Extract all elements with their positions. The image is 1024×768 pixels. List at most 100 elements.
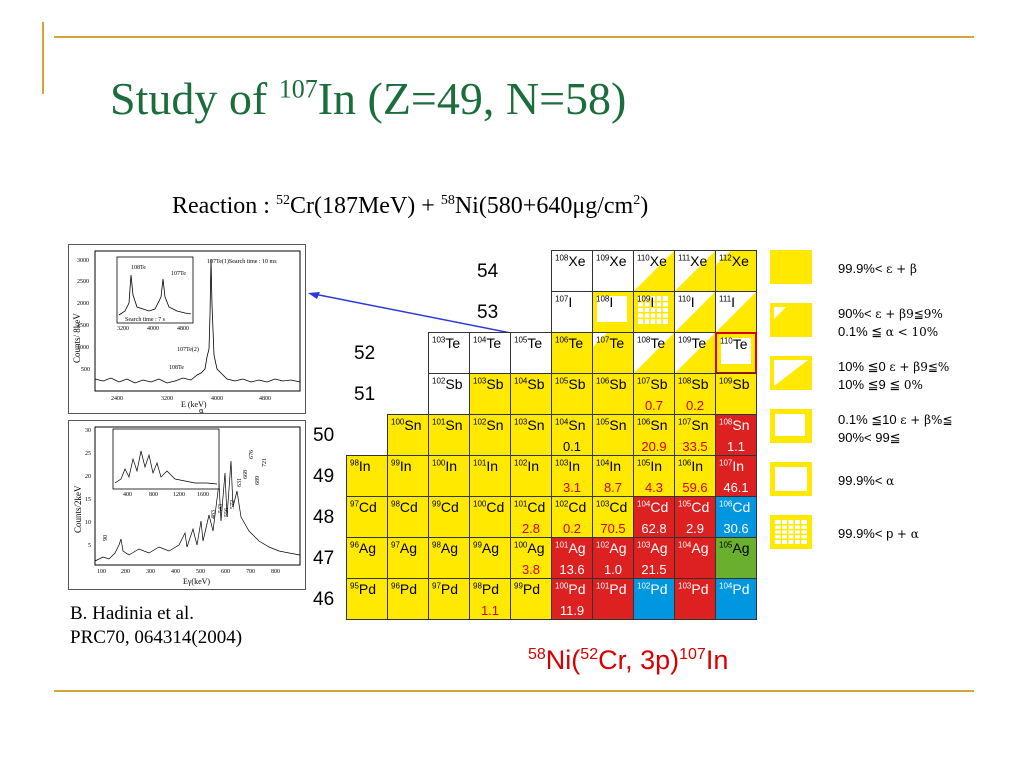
nuclide-cell: 102Cd 0.2 [551, 496, 593, 538]
nuclide-cell: 104Cd 62.8 [633, 496, 675, 538]
nuclide-symbol: 100Sn [391, 417, 422, 433]
nuclide-symbol: 105Te [514, 335, 543, 351]
gamma-spectrum-plot: Counts/2keV 30 25 20 15 10 5 100 200 300… [68, 420, 306, 590]
nuclide-symbol: 106Cd [719, 499, 751, 515]
nuclide-cell: 98In [346, 455, 388, 497]
alpha-spectrum-xlabel-sub: α [199, 407, 204, 414]
nuclide-cell: 105Sb [551, 373, 593, 415]
nuclide-symbol: 110Te [720, 336, 748, 352]
alpha-spectrum-plot: Counts/ 8keV 3000 2500 2000 1500 1000 50… [68, 244, 306, 414]
proton-number-label: 53 [477, 302, 499, 323]
nuclide-cell: 106Cd 30.6 [715, 496, 757, 538]
nuclide-symbol: 103Ag [637, 540, 668, 556]
slide-title: Study of 107In (Z=49, N=58) [110, 73, 627, 124]
gamma-ytick: 30 [85, 428, 91, 434]
nuclide-symbol: 104Sb [514, 376, 545, 392]
nuclide-symbol: 109Sb [719, 376, 750, 392]
nuclide-symbol: 98In [350, 458, 371, 474]
nuclide-symbol: 97Ag [391, 540, 418, 556]
nuclide-cell: 105In 4.3 [633, 455, 675, 497]
nuclide-symbol: 101Ag [555, 540, 586, 556]
gamma-inset-xtick: 800 [149, 492, 158, 498]
reference-journal: PRC70, 064314(2004) [70, 627, 243, 648]
nuclide-cell: 98Pd 1.1 [469, 578, 511, 620]
nuclide-cell: 103In 3.1 [551, 455, 593, 497]
nuclide-cell: 107Sb 0.7 [633, 373, 675, 415]
gamma-peak-label: 676 [249, 450, 255, 459]
cross-section-value: 21.5 [641, 562, 667, 577]
nuclide-cell: 100Sn [387, 414, 429, 456]
nuclide-symbol: 107Sb [637, 376, 668, 392]
nuclide-chart: 108Xe 109Xe 110Xe 111Xe 112Xe 107I 108I 109I 110… [313, 250, 757, 620]
alpha-ytick: 3000 [77, 258, 89, 264]
nuclide-cell: 101Pd [592, 578, 634, 620]
nuclide-symbol: 99In [391, 458, 412, 474]
nuclide-cell: 111I [715, 291, 757, 333]
nuclide-cell: 106Sn 20.9 [633, 414, 675, 456]
gamma-peak-label: 572 [230, 500, 236, 509]
alpha-ytick: 2000 [77, 301, 89, 307]
frame-top-line [54, 36, 974, 38]
nuclide-cell: 105Sn [592, 414, 634, 456]
nuclide-cell: 109I [633, 291, 675, 333]
proton-number-label: 50 [313, 425, 335, 446]
alpha-inset-xtick: 4800 [177, 326, 189, 332]
nuclide-symbol: 101In [473, 458, 499, 474]
nuclide-symbol: 107Te [596, 335, 625, 351]
nuclide-symbol: 97Pd [432, 581, 459, 597]
nuclide-cell: 101Sn [428, 414, 470, 456]
gamma-ytick: 15 [85, 497, 91, 503]
cross-section-value: 1.1 [726, 439, 746, 454]
nuclide-cell: 108Te [633, 332, 675, 374]
nuclide-symbol: 106Sb [596, 376, 627, 392]
nuclide-cell: 102Ag 1.0 [592, 537, 634, 579]
nuclide-symbol: 99Ag [473, 540, 500, 556]
nuclide-symbol: 107In [719, 458, 745, 474]
cross-section-value: 0.2 [685, 398, 705, 413]
nuclide-symbol: 104Te [473, 335, 502, 351]
legend-text: 90%< ε + β9≦9% 0.1% ≦ α < 10% [838, 306, 943, 339]
nuclide-cell: 107I [551, 291, 593, 333]
alpha-spectrum-ylabel: Counts/ 8keV [72, 313, 82, 363]
nuclide-symbol: 100Cd [473, 499, 505, 515]
nuclide-symbol: 100Ag [514, 540, 545, 556]
nuclide-cell: 109Xe [592, 250, 634, 292]
nuclide-symbol: 102Ag [596, 540, 627, 556]
proton-number-label: 46 [313, 589, 335, 610]
alpha-ytick: 1500 [77, 323, 89, 329]
nuclide-symbol: 107Sn [678, 417, 709, 433]
gamma-spectrum-ylabel: Counts/2keV [73, 485, 83, 533]
gamma-inset-frame [112, 428, 220, 490]
gamma-peak-label: 483 [211, 510, 217, 519]
reference-citation: B. Hadinia et al. PRC70, 064314(2004) [70, 602, 242, 650]
nuclide-cell: 109Te [674, 332, 716, 374]
nuclide-symbol: 96Pd [391, 581, 418, 597]
nuclide-cell: 97Pd [428, 578, 470, 620]
alpha-inset-label: 107Te [171, 271, 186, 277]
legend-swatch [770, 303, 812, 337]
nuclide-cell: 102Pd [633, 578, 675, 620]
cross-section-value: 0.7 [644, 398, 664, 413]
alpha-ytick: 1000 [77, 345, 89, 351]
cross-section-value: 59.6 [682, 480, 708, 495]
nuclide-cell: 108Xe [551, 250, 593, 292]
nuclide-symbol: 97Cd [350, 499, 377, 515]
nuclide-symbol: 103Sb [473, 376, 504, 392]
nuclide-symbol: 95Pd [350, 581, 377, 597]
cross-section-value: 0.1 [562, 439, 582, 454]
nuclide-symbol: 103Te [432, 335, 461, 351]
nuclide-symbol: 101Cd [514, 499, 546, 515]
nuclide-symbol: 103Cd [596, 499, 628, 515]
nuclide-cell: 100Pd 11.9 [551, 578, 593, 620]
cross-section-value: 33.5 [682, 439, 708, 454]
nuclide-symbol: 100Pd [555, 581, 586, 597]
nuclide-cell: 103Ag 21.5 [633, 537, 675, 579]
nuclide-cell: 97Ag [387, 537, 429, 579]
alpha-annotation: 107Te(1)Search time : 10 ms [207, 258, 277, 265]
gamma-inset-xtick: 1200 [173, 492, 185, 498]
nuclide-symbol: 101Sn [432, 417, 463, 433]
gamma-peak-label: 689 [255, 476, 261, 485]
nuclide-symbol: 105In [637, 458, 663, 474]
nuclide-cell: 105Te [510, 332, 552, 374]
legend-swatch [770, 515, 812, 549]
